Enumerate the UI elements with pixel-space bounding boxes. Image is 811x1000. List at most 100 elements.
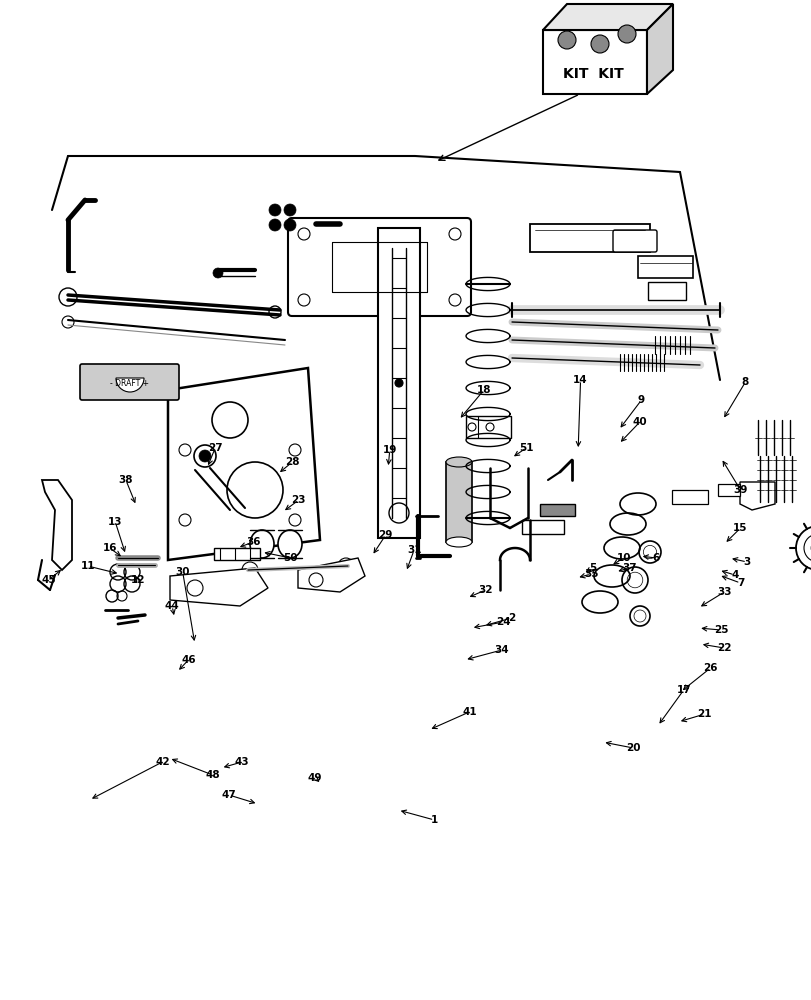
Circle shape [337,558,354,574]
Text: 51: 51 [518,443,533,453]
Text: 4: 4 [730,570,738,580]
Text: 28: 28 [285,457,299,467]
FancyBboxPatch shape [288,218,470,316]
Text: 12: 12 [131,575,145,585]
Circle shape [557,31,575,49]
Polygon shape [739,482,774,510]
Text: 13: 13 [108,517,122,527]
Polygon shape [543,4,672,30]
Polygon shape [169,568,268,606]
Bar [717,484,739,496]
Bar [530,224,649,252]
Text: 5: 5 [589,563,595,573]
Circle shape [268,219,281,231]
Polygon shape [42,480,72,570]
Bar [378,228,419,538]
Circle shape [448,294,461,306]
Circle shape [590,35,608,53]
Bar [647,282,685,300]
Text: 37: 37 [621,563,636,573]
Circle shape [59,288,77,306]
Bar [445,462,471,542]
Circle shape [486,423,493,431]
Circle shape [187,580,203,596]
Circle shape [194,445,216,467]
Text: 17: 17 [676,685,690,695]
Bar [637,256,692,278]
Text: 36: 36 [246,537,260,547]
Text: 11: 11 [80,561,95,571]
Ellipse shape [250,530,273,558]
Polygon shape [168,368,320,560]
Text: 34: 34 [494,645,508,655]
Text: 33: 33 [716,587,731,597]
Circle shape [467,423,475,431]
Ellipse shape [445,537,471,547]
Text: 45: 45 [41,575,56,585]
Circle shape [795,526,811,570]
Text: - DRAFT +: - DRAFT + [110,379,149,388]
Text: 42: 42 [155,757,169,767]
Text: 7: 7 [736,578,744,588]
Text: 20: 20 [625,743,640,753]
Circle shape [284,204,296,216]
Circle shape [810,541,811,555]
Wedge shape [116,378,144,392]
Text: 30: 30 [175,567,190,577]
Circle shape [178,444,191,456]
Circle shape [268,306,281,318]
Text: 47: 47 [221,790,236,800]
Circle shape [617,25,635,43]
Circle shape [289,514,301,526]
Circle shape [199,450,211,462]
Circle shape [242,562,258,578]
Polygon shape [646,4,672,94]
Text: 32: 32 [478,585,492,595]
Text: 29: 29 [378,530,393,540]
Circle shape [298,294,310,306]
Ellipse shape [277,530,302,558]
Polygon shape [298,558,365,592]
Circle shape [212,402,247,438]
Text: 1: 1 [431,815,437,825]
Bar [521,520,564,534]
Text: 2: 2 [508,613,514,623]
Bar [466,416,510,438]
Text: 35: 35 [583,569,598,579]
Circle shape [394,379,402,387]
Text: 15: 15 [732,523,747,533]
Polygon shape [543,30,646,94]
Text: 10: 10 [616,553,630,563]
Text: KIT  KIT: KIT KIT [562,67,623,81]
FancyBboxPatch shape [80,364,178,400]
Text: 43: 43 [234,757,249,767]
Text: 38: 38 [118,475,133,485]
Bar [672,490,707,504]
Text: 25: 25 [713,625,727,635]
Text: 48: 48 [205,770,220,780]
Text: 14: 14 [573,375,587,385]
Circle shape [178,514,191,526]
Circle shape [289,444,301,456]
Ellipse shape [445,457,471,467]
Bar [214,548,260,560]
Text: 23: 23 [291,495,306,505]
Text: 40: 40 [632,417,646,427]
Text: 44: 44 [165,601,179,611]
Circle shape [448,228,461,240]
Circle shape [298,228,310,240]
Text: 3: 3 [743,557,749,567]
Text: 31: 31 [406,545,421,555]
Circle shape [212,268,223,278]
Circle shape [62,316,74,328]
Text: 8: 8 [741,377,748,387]
Text: 41: 41 [461,707,476,717]
Text: 19: 19 [382,445,397,455]
Circle shape [227,462,283,518]
Text: 22: 22 [716,643,731,653]
Text: 49: 49 [307,773,322,783]
Text: 39: 39 [732,485,747,495]
Text: 18: 18 [476,385,491,395]
Circle shape [388,503,409,523]
Text: 9: 9 [637,395,644,405]
